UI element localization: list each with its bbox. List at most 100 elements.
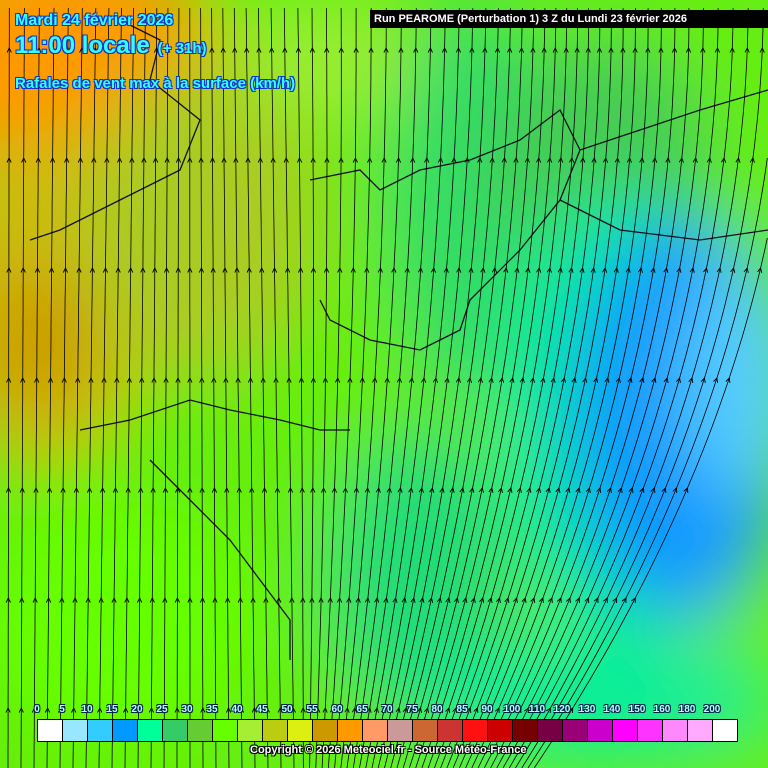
wind-arrow-icon <box>286 376 292 383</box>
wind-arrow-icon <box>318 596 324 603</box>
wind-arrow-icon <box>637 266 644 273</box>
streamline <box>258 7 269 768</box>
wind-arrow-icon <box>377 266 383 273</box>
streamline <box>365 7 446 768</box>
wind-arrow-icon <box>73 486 79 493</box>
streamline <box>200 7 204 768</box>
wind-arrow-icon <box>5 486 12 493</box>
legend-label: 80 <box>431 704 443 715</box>
wind-arrow-icon <box>6 46 12 53</box>
wind-arrow-icon <box>47 376 54 383</box>
wind-arrow-icon <box>650 487 656 494</box>
wind-arrow-icon <box>310 266 317 273</box>
wind-arrow-icon <box>225 706 232 713</box>
wind-arrow-icon <box>36 46 42 53</box>
wind-arrow-icon <box>359 706 365 713</box>
wind-arrow-icon <box>388 706 394 714</box>
streamline <box>297 7 304 768</box>
wind-arrow-icon <box>730 267 736 274</box>
wind-arrow-icon <box>151 376 157 383</box>
copyright: Copyright © 2026 Meteociel.fr - Source M… <box>250 744 527 756</box>
streamline <box>85 7 97 768</box>
streamline <box>502 8 719 768</box>
wind-arrow-icon <box>585 487 591 493</box>
wind-arrow-icon <box>71 706 77 713</box>
wind-arrow-icon <box>335 376 341 383</box>
wind-arrow-icon <box>187 376 193 383</box>
wind-arrow-icon <box>524 707 529 714</box>
streamline <box>508 7 734 768</box>
wind-arrow-icon <box>364 596 370 603</box>
wind-arrow-icon <box>19 486 25 493</box>
wind-arrow-icon <box>353 486 359 493</box>
wind-arrow-icon <box>310 486 316 493</box>
wind-arrow-icon <box>529 376 536 383</box>
wind-arrow-icon <box>176 46 182 53</box>
wind-arrow-icon <box>671 46 678 53</box>
wind-arrow-icon <box>614 156 620 163</box>
legend-swatch <box>488 720 513 741</box>
wind-arrow-icon <box>459 707 465 714</box>
wind-arrow-icon <box>678 156 684 163</box>
wind-arrow-icon <box>451 156 457 163</box>
wind-arrow-icon <box>85 596 91 603</box>
wind-arrow-icon <box>129 156 135 163</box>
wind-arrow-icon <box>521 597 527 604</box>
wind-arrow-icon <box>44 706 51 713</box>
wind-arrow-icon <box>700 46 706 53</box>
wind-arrow-icon <box>309 46 316 53</box>
wind-arrow-icon <box>632 46 638 53</box>
wind-arrow-icon <box>584 597 590 604</box>
wind-arrow-icon <box>563 46 569 53</box>
wind-arrow-icon <box>409 706 415 713</box>
wind-arrow-icon <box>555 486 561 493</box>
wind-arrow-icon <box>449 486 455 493</box>
wind-arrow-icon <box>277 706 283 713</box>
wind-arrow-icon <box>273 376 279 383</box>
wind-arrow-icon <box>353 46 359 53</box>
wind-arrow-icon <box>580 156 586 163</box>
wind-arrow-icon <box>135 706 142 713</box>
wind-arrow-icon <box>531 707 537 714</box>
color-legend <box>37 719 738 742</box>
wind-arrow-icon <box>6 376 12 383</box>
wind-arrow-icon <box>729 46 735 53</box>
wind-arrow-icon <box>689 266 695 273</box>
wind-arrow-icon <box>503 266 509 273</box>
wind-arrow-icon <box>138 486 144 493</box>
wind-arrow-icon <box>5 706 11 713</box>
streamline <box>163 8 169 768</box>
wind-arrow-icon <box>743 267 749 273</box>
wind-arrow-icon <box>346 596 352 603</box>
wind-arrow-icon <box>487 596 493 603</box>
wind-arrow-icon <box>703 266 709 273</box>
wind-arrow-icon <box>352 156 358 163</box>
wind-arrow-icon <box>141 156 147 163</box>
wind-arrow-icon <box>560 376 567 383</box>
streamline <box>245 7 256 768</box>
wind-arrow-icon <box>175 376 181 383</box>
wind-arrow-icon <box>700 376 706 383</box>
streamline <box>527 157 768 768</box>
run-info: Run PEAROME (Perturbation 1) 3 Z du Lund… <box>370 10 768 28</box>
wind-arrow-icon <box>260 376 266 383</box>
wind-arrow-icon <box>396 376 403 383</box>
wind-arrow-icon <box>663 266 669 273</box>
wind-arrow-icon <box>187 46 193 53</box>
streamline <box>137 7 146 768</box>
wind-arrow-icon <box>514 266 520 273</box>
wind-arrow-icon <box>249 486 255 493</box>
wind-arrow-icon <box>375 486 381 493</box>
wind-arrow-icon <box>398 46 404 53</box>
wind-arrow-icon <box>34 266 41 273</box>
wind-arrow-icon <box>139 376 145 383</box>
legend-swatch <box>513 720 538 741</box>
wind-arrow-icon <box>251 706 257 713</box>
streamline <box>409 7 535 768</box>
wind-arrow-icon <box>342 486 348 493</box>
wind-arrow-icon <box>494 707 500 714</box>
wind-arrow-icon <box>556 597 562 604</box>
wind-arrow-icon <box>299 486 305 493</box>
wind-arrow-icon <box>211 486 218 493</box>
wind-arrow-icon <box>615 377 621 383</box>
